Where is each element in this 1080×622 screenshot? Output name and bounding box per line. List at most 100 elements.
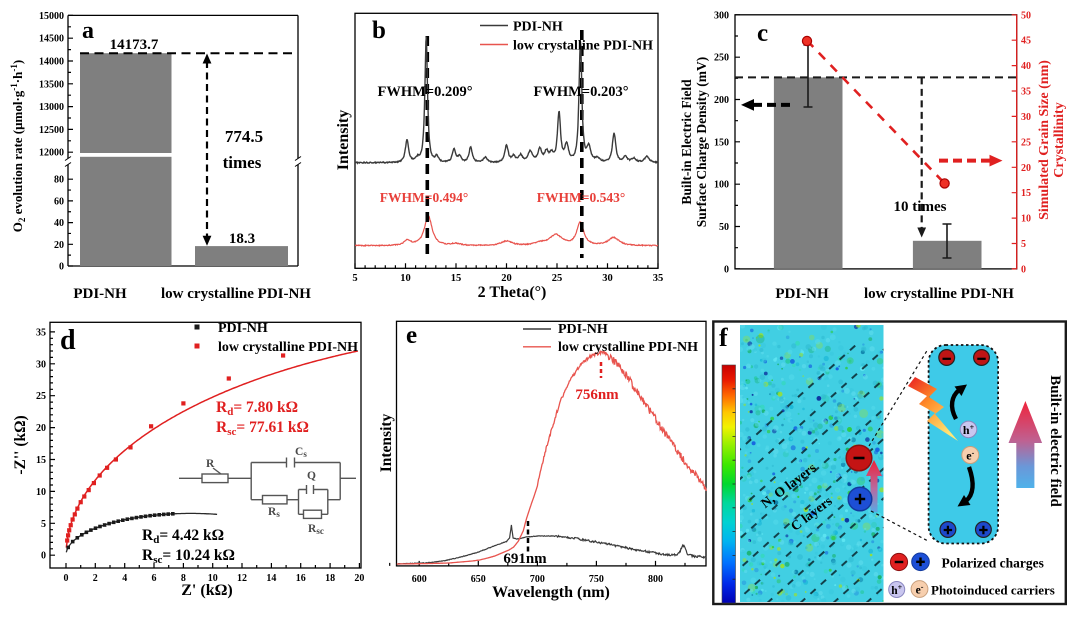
svg-text:150: 150 — [714, 137, 729, 148]
svg-text:Intensity: Intensity — [378, 413, 395, 472]
svg-text:14500: 14500 — [39, 34, 64, 45]
svg-text:f: f — [719, 323, 728, 352]
svg-text:2: 2 — [93, 573, 98, 584]
svg-text:15: 15 — [1021, 188, 1031, 199]
svg-text:12000: 12000 — [39, 148, 64, 159]
svg-text:40: 40 — [1021, 61, 1031, 72]
svg-text:0: 0 — [1021, 264, 1026, 275]
svg-text:100: 100 — [714, 180, 729, 191]
svg-text:Rsc= 77.61 kΩ: Rsc= 77.61 kΩ — [216, 419, 309, 438]
svg-text:a: a — [82, 18, 94, 44]
svg-text:2 Theta(°): 2 Theta(°) — [478, 284, 547, 301]
svg-text:h+: h+ — [891, 583, 902, 597]
svg-text:35: 35 — [36, 327, 46, 338]
svg-text:60: 60 — [54, 196, 64, 207]
svg-text:35: 35 — [1021, 87, 1031, 98]
svg-text:FWHM=0.209°: FWHM=0.209° — [377, 84, 472, 100]
svg-text:20: 20 — [501, 273, 512, 284]
svg-text:Q: Q — [307, 470, 316, 482]
svg-text:PDI-NH: PDI-NH — [558, 322, 608, 337]
svg-text:750: 750 — [589, 574, 604, 585]
svg-text:40: 40 — [54, 218, 64, 229]
svg-text:FWHM=0.203°: FWHM=0.203° — [533, 84, 628, 100]
svg-text:774.5: 774.5 — [225, 127, 263, 146]
svg-text:times: times — [223, 153, 262, 172]
svg-text:10: 10 — [208, 573, 218, 584]
svg-text:low crystalline PDI-NH: low crystalline PDI-NH — [513, 39, 653, 54]
svg-text:R: R — [206, 458, 215, 470]
svg-text:50: 50 — [1021, 10, 1031, 21]
svg-text:e-: e- — [966, 449, 974, 463]
svg-text:5: 5 — [352, 273, 357, 284]
svg-text:O2 evolution rate (μmol·g-1·h-: O2 evolution rate (μmol·g-1·h-1) — [9, 60, 27, 232]
svg-text:PDI-NH: PDI-NH — [513, 20, 563, 35]
svg-text:Rsc= 10.24 kΩ: Rsc= 10.24 kΩ — [142, 547, 235, 566]
svg-text:25: 25 — [1021, 137, 1031, 148]
svg-text:20: 20 — [1021, 163, 1031, 174]
svg-text:25: 25 — [552, 273, 563, 284]
svg-text:low crystalline PDI-NH: low crystalline PDI-NH — [864, 286, 1014, 302]
svg-text:Wavelength (nm): Wavelength (nm) — [492, 584, 610, 601]
svg-text:12500: 12500 — [39, 125, 64, 136]
svg-text:691nm: 691nm — [503, 551, 547, 567]
svg-text:18.3: 18.3 — [229, 231, 255, 247]
svg-text:Built-in Electric FieldSurface: Built-in Electric FieldSurface Charge De… — [679, 57, 709, 228]
svg-text:12: 12 — [237, 573, 247, 584]
svg-text:5: 5 — [41, 519, 46, 530]
svg-text:8: 8 — [181, 573, 186, 584]
svg-text:PDI-NH: PDI-NH — [775, 286, 829, 302]
svg-text:10 times: 10 times — [894, 199, 947, 215]
svg-text:0: 0 — [59, 262, 64, 273]
svg-text:15: 15 — [36, 455, 46, 466]
svg-text:0: 0 — [724, 264, 729, 275]
svg-text:25: 25 — [36, 391, 46, 402]
svg-text:low crystalline PDI-NH: low crystalline PDI-NH — [558, 340, 698, 355]
svg-text:d: d — [60, 325, 76, 356]
svg-text:low crystalline PDI-NH: low crystalline PDI-NH — [161, 286, 311, 302]
svg-text:20: 20 — [54, 240, 64, 251]
svg-text:18: 18 — [325, 573, 335, 584]
svg-text:14: 14 — [266, 573, 276, 584]
svg-text:PDI-NH: PDI-NH — [218, 321, 268, 336]
svg-text:4: 4 — [122, 573, 127, 584]
svg-text:756nm: 756nm — [575, 387, 619, 403]
svg-text:35: 35 — [653, 273, 664, 284]
svg-text:Photoinduced carriers: Photoinduced carriers — [931, 583, 1055, 598]
svg-text:FWHM=0.543°: FWHM=0.543° — [537, 190, 625, 205]
svg-text:14173.7: 14173.7 — [110, 37, 159, 53]
svg-text:20: 20 — [354, 573, 364, 584]
svg-text:FWHM=0.494°: FWHM=0.494° — [380, 190, 468, 205]
svg-text:e-: e- — [916, 583, 924, 597]
svg-text:e: e — [406, 322, 417, 349]
svg-text:50: 50 — [719, 222, 729, 233]
svg-text:10: 10 — [36, 487, 46, 498]
svg-text:c: c — [757, 20, 768, 47]
svg-text:0: 0 — [41, 551, 46, 562]
svg-text:Rd= 4.42 kΩ: Rd= 4.42 kΩ — [142, 527, 224, 546]
svg-text:30: 30 — [36, 359, 46, 370]
svg-text:200: 200 — [714, 95, 729, 106]
svg-text:h+: h+ — [963, 423, 975, 437]
svg-text:PDI-NH: PDI-NH — [73, 286, 127, 302]
svg-text:Polarized charges: Polarized charges — [942, 556, 1044, 571]
svg-text:15000: 15000 — [39, 11, 64, 22]
svg-text:250: 250 — [714, 53, 729, 64]
svg-text:300: 300 — [714, 10, 729, 21]
svg-text:30: 30 — [1021, 112, 1031, 123]
svg-text:800: 800 — [648, 574, 663, 585]
svg-text:Rs: Rs — [268, 506, 280, 519]
svg-text:10: 10 — [1021, 214, 1031, 225]
svg-text:16: 16 — [296, 573, 306, 584]
svg-text:Built-in electric field: Built-in electric field — [1047, 375, 1063, 507]
svg-text:700: 700 — [530, 574, 545, 585]
svg-text:600: 600 — [412, 574, 427, 585]
svg-text:Simulated Grain Size (nm)Cryst: Simulated Grain Size (nm)Crystallinity — [1037, 60, 1067, 220]
svg-text:20: 20 — [36, 423, 46, 434]
svg-text:30: 30 — [602, 273, 613, 284]
svg-text:0: 0 — [64, 573, 69, 584]
svg-text:b: b — [372, 17, 386, 44]
svg-text:Intensity: Intensity — [335, 110, 352, 170]
svg-text:14000: 14000 — [39, 57, 64, 68]
svg-text:15: 15 — [451, 273, 462, 284]
svg-text:45: 45 — [1021, 36, 1031, 47]
